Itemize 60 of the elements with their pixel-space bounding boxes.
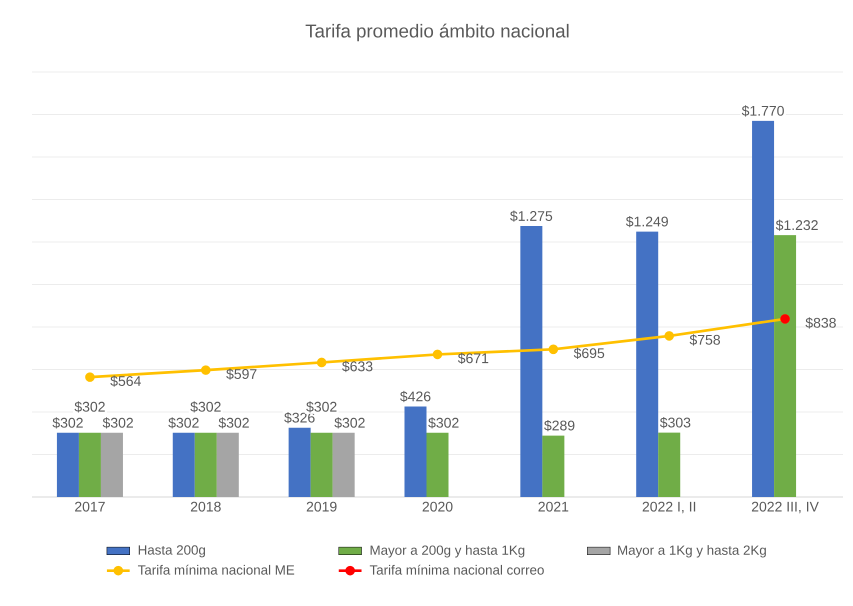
bar: [404, 406, 426, 497]
data-label: $1.275: [510, 210, 552, 222]
data-label: $302: [306, 401, 336, 413]
data-label: $302: [74, 401, 105, 413]
chart-title: Tarifa promedio ámbito nacional: [306, 24, 568, 42]
data-label: $302: [334, 417, 365, 429]
data-label: $1.249: [626, 216, 668, 228]
bar: [78, 432, 101, 497]
bar: [172, 432, 195, 497]
point: [432, 350, 442, 360]
data-label: $426: [400, 390, 430, 402]
data-label: $758: [690, 334, 720, 346]
point: [664, 331, 674, 341]
bar: [216, 432, 239, 497]
bar: [774, 235, 796, 497]
x-tick-label: 2022 I, II: [642, 502, 696, 514]
bar: [636, 232, 658, 497]
data-label: $671: [458, 352, 488, 364]
data-label: $302: [168, 417, 199, 429]
point: [548, 344, 558, 354]
data-label: $289: [544, 420, 574, 432]
point: [316, 358, 326, 368]
data-label: $302: [428, 417, 459, 429]
x-tick-label: 2021: [538, 502, 568, 512]
x-tick-label: 2020: [422, 502, 453, 512]
data-label: $302: [102, 417, 133, 429]
legend-label: Tarifa mínima nacional ME: [138, 564, 294, 575]
data-label: $326: [284, 412, 315, 424]
x-tick-label: 2018: [190, 502, 221, 512]
bar: [658, 432, 680, 497]
data-label: $302: [218, 417, 249, 429]
bar: [332, 432, 355, 497]
data-label: $302: [190, 401, 221, 413]
bar: [310, 432, 333, 497]
legend-label: Mayor a 200g y hasta 1Kg: [370, 545, 524, 558]
x-tick-label: 2019: [306, 502, 337, 512]
point: [85, 372, 95, 382]
bar: [520, 226, 542, 497]
legend-label: Mayor a 1Kg y hasta 2Kg: [618, 545, 766, 558]
bar: [288, 428, 311, 497]
x-tick-label: 2017: [75, 502, 105, 512]
bar: [100, 432, 123, 497]
data-label: $633: [342, 360, 372, 372]
bar: [194, 432, 217, 497]
data-label: $302: [52, 417, 83, 429]
bar: [426, 432, 449, 497]
data-label: $695: [574, 348, 604, 359]
point: [200, 365, 211, 375]
data-label: $564: [110, 375, 141, 387]
data-label: $597: [226, 368, 256, 380]
data-label: $1.232: [776, 220, 818, 231]
legend-label: Tarifa mínima nacional correo: [370, 564, 544, 575]
bar: [56, 432, 79, 497]
data-label: $1.770: [742, 105, 784, 117]
data-label: $838: [805, 317, 836, 329]
data-label: $303: [660, 417, 690, 428]
legend-label: Hasta 200g: [138, 545, 205, 558]
bar: [752, 120, 774, 497]
bar: [542, 436, 564, 497]
x-tick-label: 2022 III, IV: [752, 502, 819, 514]
